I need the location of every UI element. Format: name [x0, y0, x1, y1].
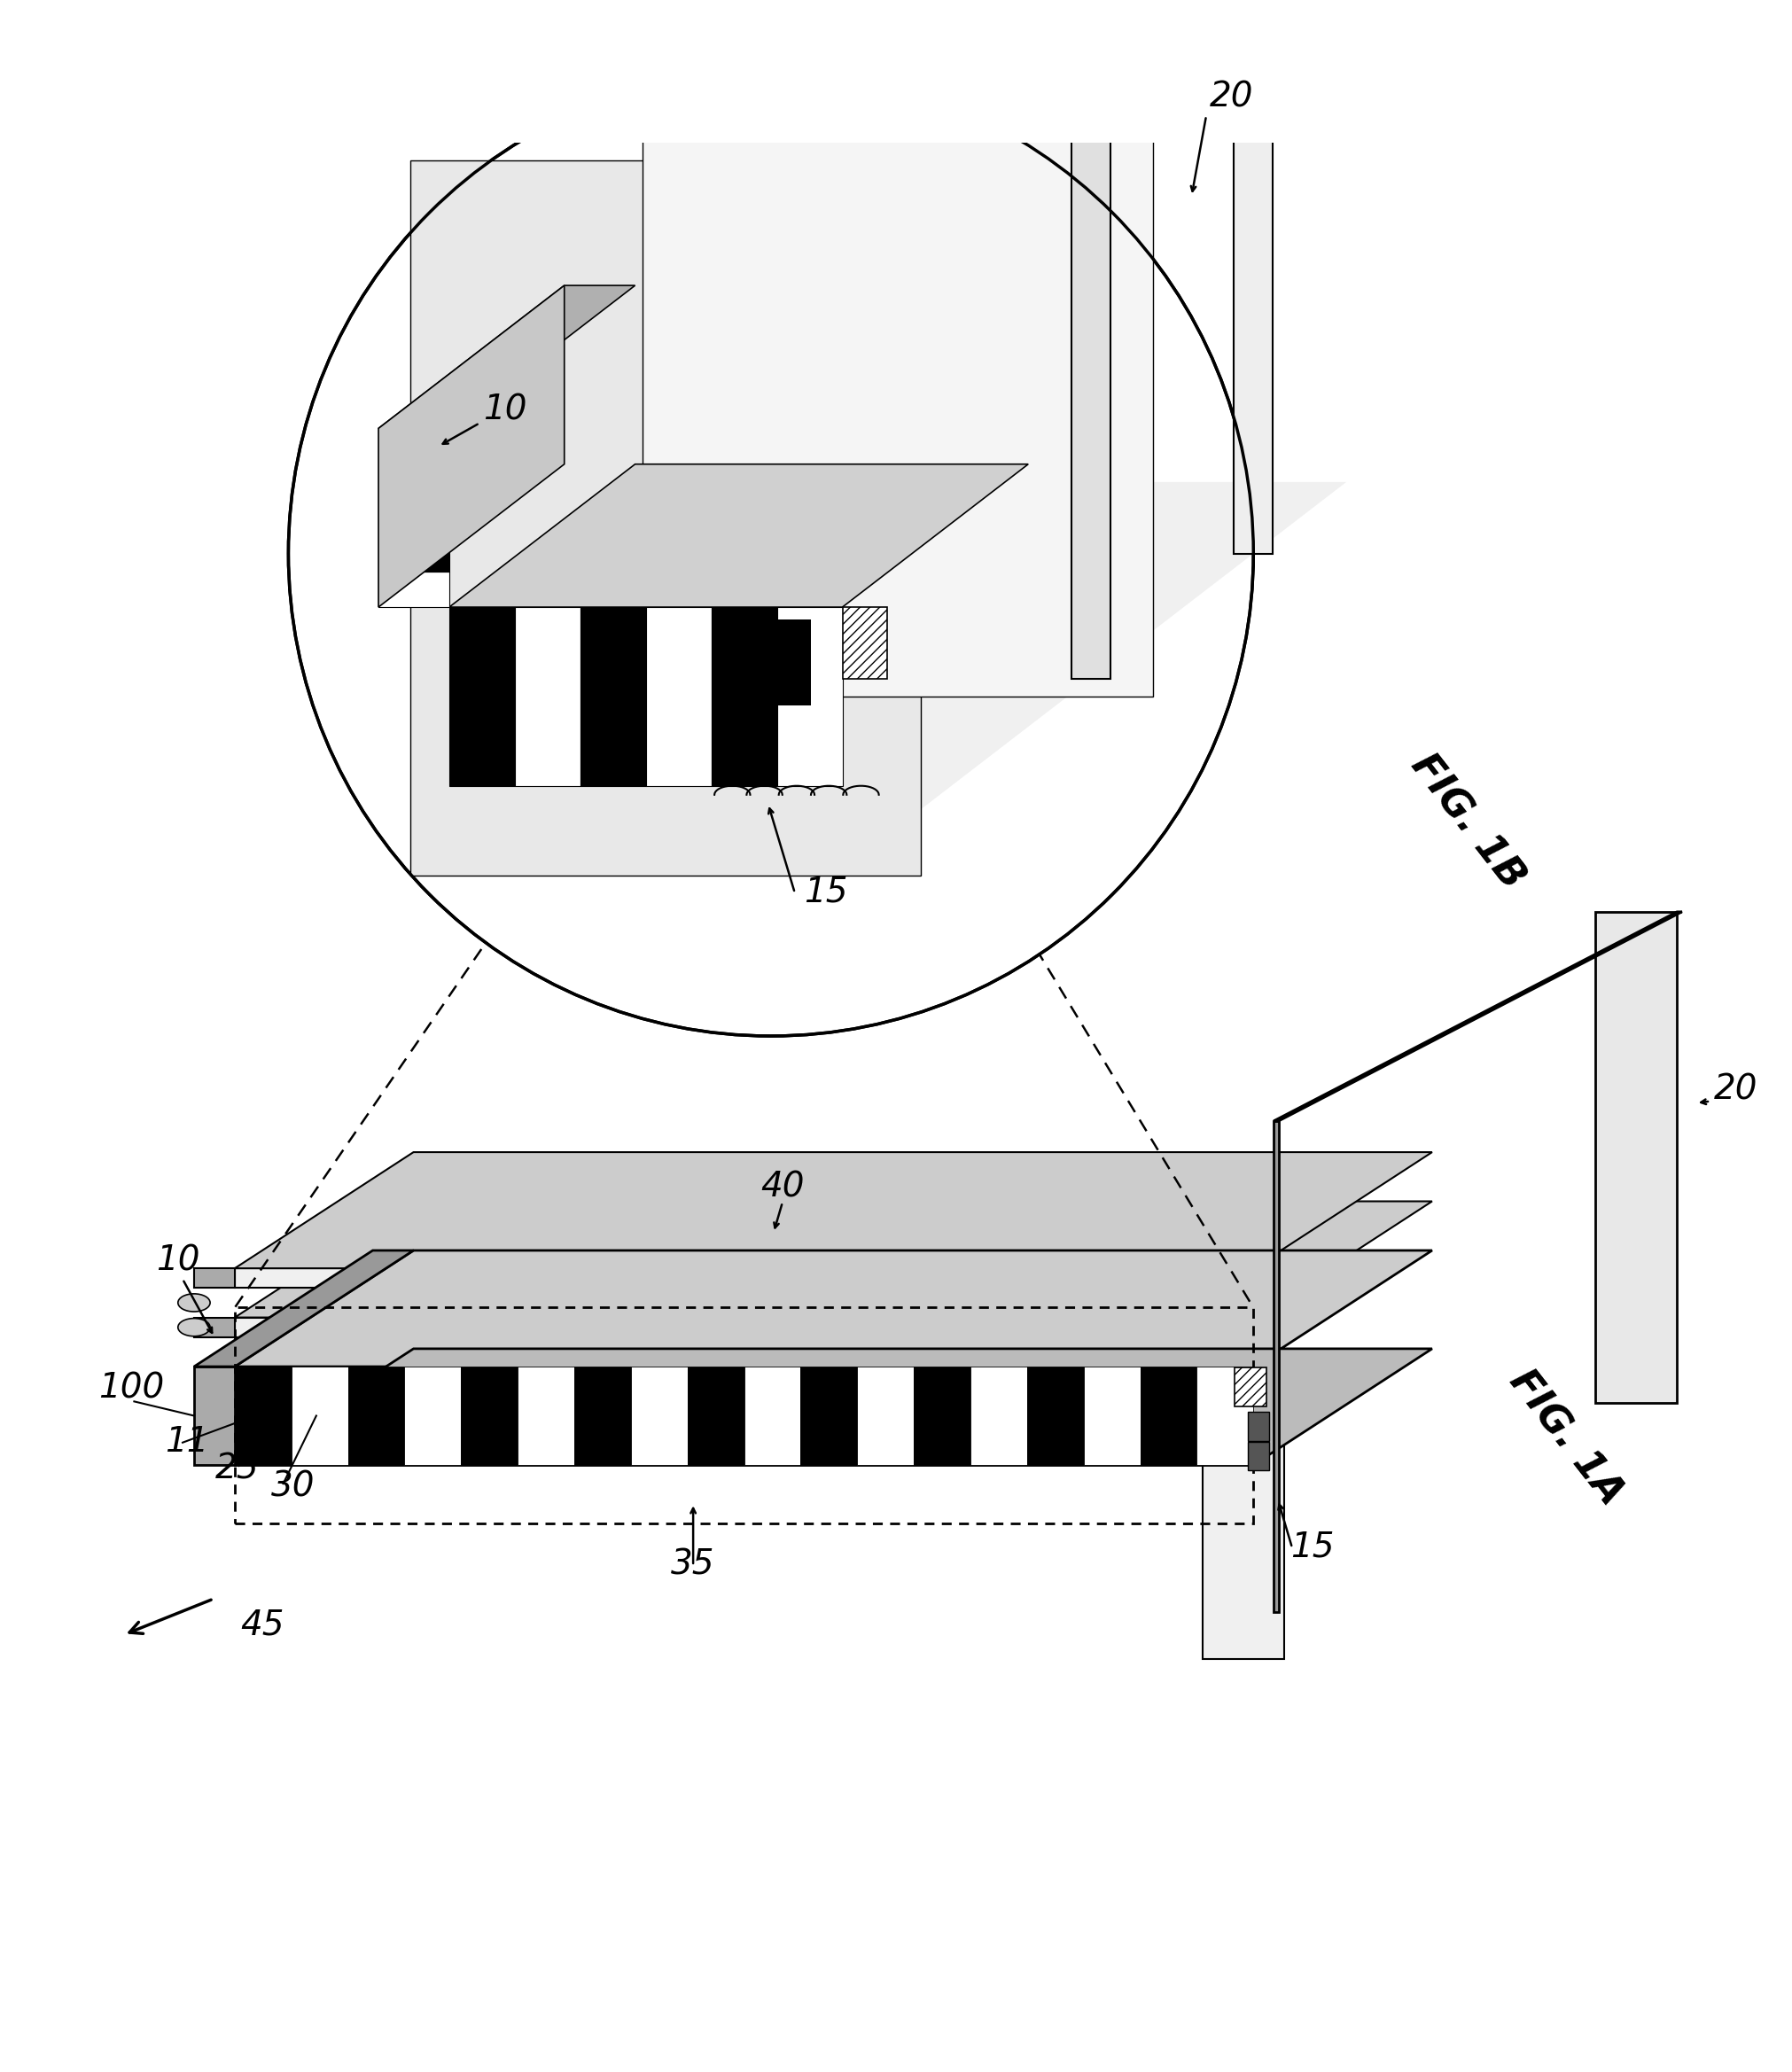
- Polygon shape: [642, 0, 1154, 696]
- Ellipse shape: [177, 1293, 210, 1312]
- Polygon shape: [378, 464, 450, 499]
- Polygon shape: [235, 1368, 292, 1465]
- Circle shape: [289, 70, 1253, 1036]
- Polygon shape: [235, 1202, 1432, 1318]
- Polygon shape: [450, 607, 514, 785]
- Polygon shape: [1233, 0, 1272, 553]
- Text: 40: 40: [760, 1171, 805, 1204]
- Polygon shape: [235, 1268, 1253, 1289]
- Polygon shape: [778, 607, 842, 785]
- Polygon shape: [378, 572, 450, 607]
- Bar: [1235, 1368, 1267, 1407]
- Polygon shape: [801, 1368, 857, 1465]
- Polygon shape: [1084, 1368, 1140, 1465]
- Polygon shape: [461, 1368, 518, 1465]
- Text: 100: 100: [99, 1372, 165, 1405]
- Polygon shape: [450, 464, 1029, 607]
- Polygon shape: [1274, 912, 1683, 1121]
- Polygon shape: [1027, 1368, 1084, 1465]
- Text: 20: 20: [1210, 81, 1254, 114]
- Polygon shape: [914, 1368, 971, 1465]
- Polygon shape: [235, 1349, 1432, 1465]
- Text: FIG. 1A: FIG. 1A: [1502, 1363, 1631, 1513]
- Bar: [772, 620, 812, 704]
- Polygon shape: [235, 1318, 1253, 1336]
- Polygon shape: [194, 1368, 235, 1465]
- Polygon shape: [1274, 1121, 1279, 1612]
- Text: 11: 11: [165, 1426, 208, 1459]
- Ellipse shape: [177, 1318, 210, 1336]
- Polygon shape: [514, 607, 581, 785]
- Polygon shape: [410, 160, 921, 874]
- Polygon shape: [235, 1368, 1253, 1465]
- Polygon shape: [688, 1368, 744, 1465]
- Polygon shape: [744, 1368, 801, 1465]
- Polygon shape: [518, 1368, 573, 1465]
- Polygon shape: [235, 1152, 1432, 1268]
- Text: 35: 35: [672, 1548, 715, 1581]
- Polygon shape: [631, 1368, 688, 1465]
- Polygon shape: [1595, 912, 1677, 1403]
- Polygon shape: [1072, 54, 1111, 680]
- Text: 45: 45: [240, 1608, 283, 1641]
- Polygon shape: [645, 607, 711, 785]
- Polygon shape: [378, 429, 450, 464]
- Polygon shape: [292, 1368, 348, 1465]
- Polygon shape: [378, 286, 564, 607]
- Text: 10: 10: [484, 394, 527, 427]
- Polygon shape: [1197, 1368, 1253, 1465]
- Bar: [1247, 1413, 1269, 1440]
- Polygon shape: [450, 483, 1346, 839]
- Polygon shape: [194, 1268, 235, 1289]
- Polygon shape: [348, 1368, 405, 1465]
- Polygon shape: [971, 1368, 1027, 1465]
- Text: FIG. 1B: FIG. 1B: [1403, 746, 1532, 897]
- Polygon shape: [581, 607, 645, 785]
- Text: 10: 10: [156, 1243, 199, 1276]
- Polygon shape: [405, 1368, 461, 1465]
- Polygon shape: [378, 286, 634, 429]
- Polygon shape: [573, 1368, 631, 1465]
- Polygon shape: [1140, 1368, 1197, 1465]
- Polygon shape: [378, 537, 450, 572]
- Text: 20: 20: [1713, 1073, 1758, 1106]
- Polygon shape: [1202, 1167, 1283, 1660]
- Text: 30: 30: [271, 1469, 315, 1504]
- Text: 25: 25: [215, 1452, 260, 1486]
- Polygon shape: [194, 1249, 414, 1368]
- Text: 15: 15: [1290, 1531, 1335, 1564]
- Polygon shape: [194, 1318, 235, 1336]
- Polygon shape: [235, 1249, 1432, 1368]
- Polygon shape: [857, 1368, 914, 1465]
- Polygon shape: [378, 499, 450, 537]
- Polygon shape: [711, 607, 778, 785]
- Text: 15: 15: [805, 874, 848, 910]
- Bar: [842, 607, 887, 680]
- Bar: [1247, 1442, 1269, 1471]
